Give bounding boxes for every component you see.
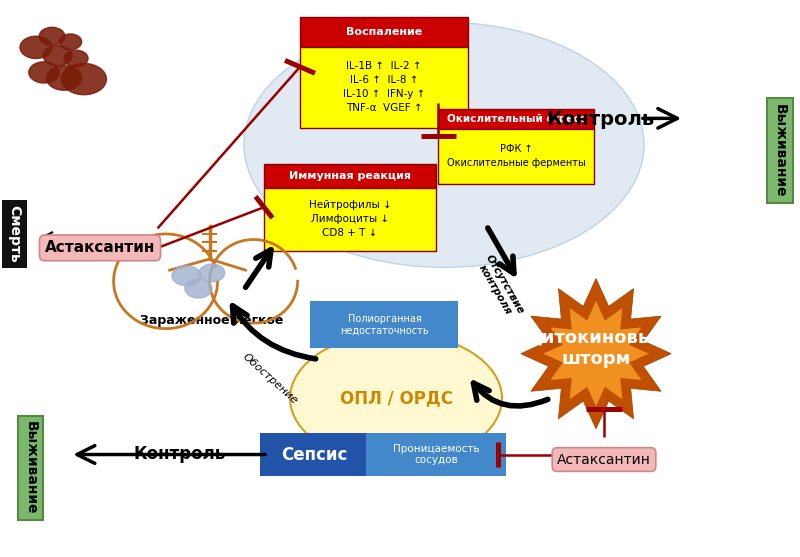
FancyBboxPatch shape <box>260 433 368 476</box>
Circle shape <box>172 266 201 286</box>
FancyBboxPatch shape <box>264 164 436 188</box>
Circle shape <box>59 34 82 50</box>
Text: Выживание: Выживание <box>23 421 38 515</box>
Text: Проницаемость
сосудов: Проницаемость сосудов <box>393 444 480 465</box>
Text: Воспаление: Воспаление <box>346 27 422 37</box>
Text: Отсутствие
контроля: Отсутствие контроля <box>474 252 526 321</box>
Text: Иммунная реакция: Иммунная реакция <box>289 171 411 181</box>
Text: Выживание: Выживание <box>773 104 787 197</box>
Circle shape <box>199 264 225 282</box>
Text: Нейтрофилы ↓
Лимфоциты ↓
CD8 + T ↓: Нейтрофилы ↓ Лимфоциты ↓ CD8 + T ↓ <box>309 200 391 238</box>
FancyBboxPatch shape <box>300 47 468 128</box>
Polygon shape <box>521 278 671 429</box>
Circle shape <box>62 63 106 95</box>
Text: Цитокиновый
шторм: Цитокиновый шторм <box>525 329 667 368</box>
Circle shape <box>39 27 65 45</box>
Circle shape <box>29 62 59 83</box>
Text: Сепсис: Сепсис <box>281 446 347 463</box>
FancyBboxPatch shape <box>438 109 594 129</box>
Text: ОПЛ / ОРДС: ОПЛ / ОРДС <box>339 389 453 407</box>
FancyBboxPatch shape <box>438 129 594 184</box>
Text: Отсутствие
контроля: Отсутствие контроля <box>70 236 130 257</box>
Text: IL-1B ↑  IL-2 ↑
IL-6 ↑  IL-8 ↑
IL-10 ↑  IFN-y ↑
TNF-α  VGEF ↑: IL-1B ↑ IL-2 ↑ IL-6 ↑ IL-8 ↑ IL-10 ↑ IFN… <box>343 61 425 114</box>
Circle shape <box>43 46 72 66</box>
Text: Смерть: Смерть <box>7 205 22 263</box>
Text: Астаксантин: Астаксантин <box>557 452 651 467</box>
Circle shape <box>20 36 52 58</box>
FancyBboxPatch shape <box>366 433 506 476</box>
FancyBboxPatch shape <box>310 301 458 348</box>
Ellipse shape <box>290 333 502 463</box>
Circle shape <box>46 66 82 90</box>
Text: Контроль: Контроль <box>134 445 226 463</box>
Circle shape <box>185 279 212 298</box>
Text: РФК ↑
Окислительные ферменты: РФК ↑ Окислительные ферменты <box>447 144 586 168</box>
Text: Астаксантин: Астаксантин <box>45 241 155 255</box>
Text: Полиорганная
недостаточность: Полиорганная недостаточность <box>340 314 429 335</box>
Text: Зараженное легкое: Зараженное легкое <box>140 314 284 327</box>
FancyBboxPatch shape <box>264 188 436 251</box>
Text: Окислительный стресс: Окислительный стресс <box>447 114 586 124</box>
Text: Обострение: Обострение <box>241 351 300 406</box>
Circle shape <box>64 50 88 67</box>
FancyBboxPatch shape <box>300 17 468 47</box>
Ellipse shape <box>244 22 644 267</box>
Polygon shape <box>543 301 649 407</box>
Text: Контроль: Контроль <box>546 110 654 129</box>
